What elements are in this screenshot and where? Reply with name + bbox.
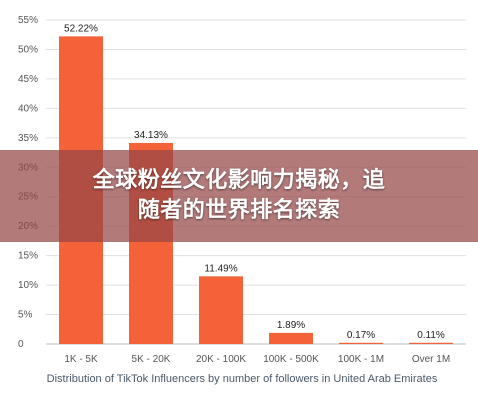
x-tick-label-5: Over 1M xyxy=(412,354,450,365)
x-tick-label-4: 100K - 1M xyxy=(338,354,384,365)
data-label-5: 0.11% xyxy=(417,330,445,341)
data-label-3: 1.89% xyxy=(277,320,305,331)
x-tick-label-0: 1K - 5K xyxy=(64,354,98,365)
data-label-2: 11.49% xyxy=(204,263,237,274)
data-label-1: 34.13% xyxy=(134,130,168,141)
x-tick-label-3: 100K - 500K xyxy=(263,354,319,365)
bar-4 xyxy=(339,342,383,344)
y-tick-label-35: 35% xyxy=(18,133,38,144)
bar-5 xyxy=(409,342,453,344)
y-tick-label-0: 0 xyxy=(18,339,24,350)
y-tick-label-10: 10% xyxy=(18,280,38,291)
x-tick-label-1: 5K - 20K xyxy=(132,354,171,365)
y-tick-label-15: 15% xyxy=(18,251,38,262)
y-tick-label-55: 55% xyxy=(18,15,38,26)
overlay-title-line-2: 随者的世界排名探索 xyxy=(137,198,341,223)
bar-3 xyxy=(269,332,313,344)
data-label-4: 0.17% xyxy=(347,330,375,341)
overlay-title-line-1: 全球粉丝文化影响力揭秘，追 xyxy=(92,168,386,193)
x-tick-label-2: 20K - 100K xyxy=(196,354,246,365)
bar-2 xyxy=(199,276,243,344)
y-tick-label-50: 50% xyxy=(18,44,38,55)
x-axis-title: Distribution of TikTok Influencers by nu… xyxy=(47,373,438,385)
y-tick-label-5: 5% xyxy=(18,310,33,321)
title-overlay-band: 全球粉丝文化影响力揭秘，追 随者的世界排名探索 xyxy=(0,150,478,242)
data-label-0: 52.22% xyxy=(64,23,98,34)
y-tick-label-40: 40% xyxy=(18,103,38,114)
y-tick-label-45: 45% xyxy=(18,74,38,85)
